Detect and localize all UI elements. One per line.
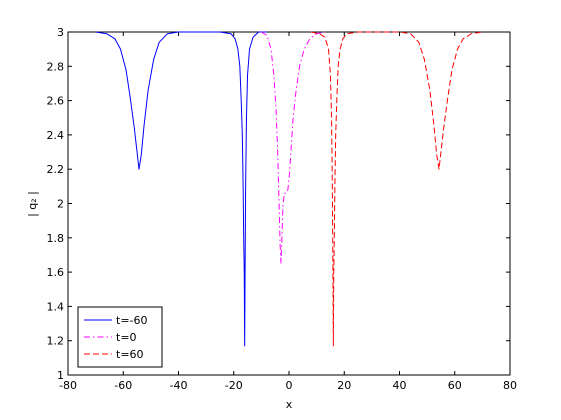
tick-layer: -80 -60 -40 -20 0 20 40 60 80 1 1.2 1.4 1.6 1.8 2 2.2 2.… <box>47 26 518 392</box>
y-tick-label: 2.8 <box>47 60 65 73</box>
y-tick-label: 3 <box>57 26 64 39</box>
y-tick-label: 1 <box>57 369 64 382</box>
series-line-t-60 <box>310 31 483 347</box>
legend-label: t=60 <box>116 348 144 361</box>
y-tick-label: 1.8 <box>47 232 65 245</box>
x-tick-label: 80 <box>503 379 517 392</box>
y-tick-label: 2.6 <box>47 95 65 108</box>
y-tick-label: 1.6 <box>47 266 65 279</box>
series-line-t-60 <box>95 31 267 347</box>
x-tick-label: 60 <box>448 379 462 392</box>
series-layer <box>95 31 483 347</box>
legend-label: t=0 <box>116 331 137 344</box>
series-line-t-0 <box>261 31 326 265</box>
x-tick-label: -40 <box>170 379 188 392</box>
x-tick-label: 0 <box>286 379 293 392</box>
legend-box <box>77 306 163 368</box>
y-axis-label: | q₂ | <box>26 191 39 217</box>
legend-label: t=-60 <box>116 314 148 327</box>
x-tick-label: 20 <box>337 379 351 392</box>
legend: t=-60 t=0 t=60 <box>77 306 163 368</box>
y-tick-label: 2.4 <box>47 129 65 142</box>
x-tick-label: -20 <box>225 379 243 392</box>
x-axis-label: x <box>286 398 293 411</box>
x-tick-label: -80 <box>59 379 77 392</box>
y-tick-label: 2 <box>57 198 64 211</box>
y-tick-label: 2.2 <box>47 163 65 176</box>
x-tick-label: -60 <box>114 379 132 392</box>
x-tick-label: 40 <box>393 379 407 392</box>
y-tick-label: 1.4 <box>47 300 65 313</box>
y-tick-label: 1.2 <box>47 335 65 348</box>
